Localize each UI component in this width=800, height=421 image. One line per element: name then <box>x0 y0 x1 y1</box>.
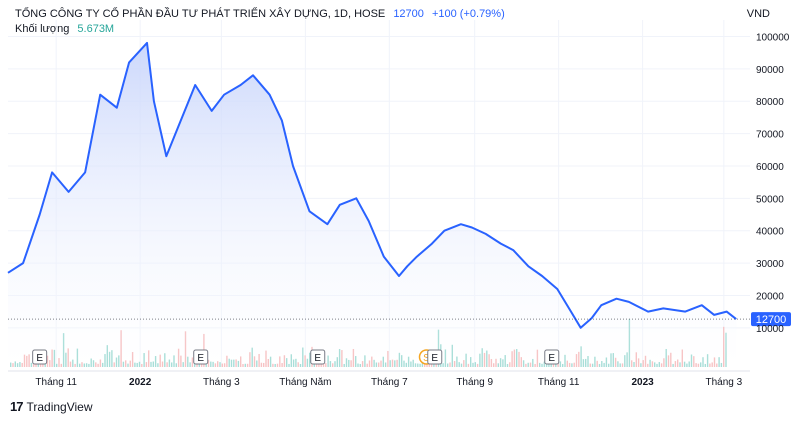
price-area <box>8 42 737 368</box>
event-marker-label: E <box>197 353 204 364</box>
tradingview-logo-icon: 17 <box>10 399 24 414</box>
y-tick-label: 50000 <box>756 194 784 205</box>
volume-value: 5.673M <box>77 23 115 35</box>
x-tick-label: Tháng 3 <box>705 377 742 388</box>
y-tick-label: 70000 <box>756 130 784 141</box>
y-tick-label: 10000 <box>756 324 784 335</box>
earnings-event-icon <box>32 349 48 365</box>
x-tick-label: Tháng Năm <box>279 377 331 388</box>
y-tick-label: 60000 <box>756 162 784 173</box>
event-marker-label: E <box>36 353 43 364</box>
x-tick-label: 2022 <box>129 377 152 388</box>
y-tick-label: 30000 <box>756 259 784 270</box>
last-price-badge-label: 12700 <box>756 314 787 326</box>
last-price-badge <box>751 312 791 327</box>
tradingview-name: TradingView <box>26 399 93 414</box>
event-marker-label: E <box>548 353 555 364</box>
y-tick-label: 100000 <box>756 32 790 43</box>
earnings-event-icon <box>427 349 443 365</box>
event-marker-label: S <box>423 353 430 364</box>
x-tick-label: Tháng 3 <box>203 377 240 388</box>
currency-label: VND <box>746 8 770 20</box>
x-tick-label: 2023 <box>631 377 654 388</box>
tradingview-brand[interactable]: 17 TradingView <box>10 399 93 414</box>
symbol-title: TỔNG CÔNG TY CỔ PHẦN ĐẦU TƯ PHÁT TRIỂN X… <box>15 8 386 20</box>
y-tick-label: 80000 <box>756 97 784 108</box>
earnings-event-icon <box>310 349 326 365</box>
event-marker-label: E <box>431 353 438 364</box>
y-tick-label: 20000 <box>756 291 784 302</box>
x-tick-label: Tháng 9 <box>456 377 493 388</box>
earnings-event-icon <box>193 349 209 365</box>
event-marker-label: E <box>314 353 321 364</box>
price-line <box>7 41 737 329</box>
price-change: +100 (+0.79%) <box>431 8 505 20</box>
earnings-event-icon <box>544 349 560 365</box>
x-tick-label: Tháng 7 <box>371 377 408 388</box>
x-tick-label: Tháng 11 <box>538 377 580 388</box>
last-price: 12700 <box>393 8 424 20</box>
x-tick-label: Tháng 11 <box>35 377 77 388</box>
y-tick-label: 40000 <box>756 227 784 238</box>
y-tick-label: 90000 <box>756 65 784 76</box>
chart-header: TỔNG CÔNG TY CỔ PHẦN ĐẦU TƯ PHÁT TRIỂN X… <box>15 8 510 20</box>
